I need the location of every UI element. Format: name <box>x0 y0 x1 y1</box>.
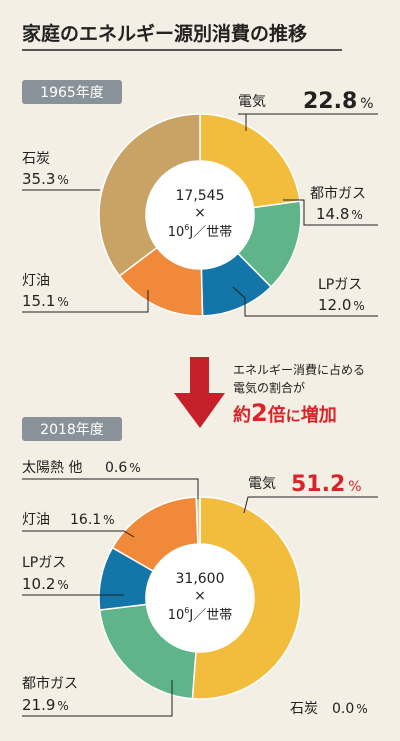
slice-value-kerosene-1965: 15.1% <box>22 292 69 310</box>
arrow-text-c: 倍 <box>268 404 286 426</box>
slice-value-electricity-1965: 22.8% <box>303 89 374 114</box>
slice-value-solar-2018: 0.6% <box>105 460 141 476</box>
slice-pct-electricity-1965: % <box>360 96 373 112</box>
slice-pct-citygas-2018: % <box>57 699 68 713</box>
slice-value-num-solar-2018: 0.6 <box>105 460 127 476</box>
arrow-text-line3: 約2倍に増加 <box>233 399 337 427</box>
slice-name-coal-1965: 石炭 <box>22 151 50 167</box>
slice-value-num-citygas-2018: 21.9 <box>22 696 55 714</box>
year-badge-2018 <box>22 417 122 441</box>
slice-value-num-citygas-1965: 14.8 <box>316 205 349 223</box>
slice-pct-kerosene-1965: % <box>57 295 68 309</box>
slice-value-kerosene-2018: 16.1% <box>70 512 115 528</box>
slice-value-num-kerosene-1965: 15.1 <box>22 292 55 310</box>
slice-name-kerosene-2018: 灯油 <box>22 512 50 528</box>
arrow-text-line1: エネルギー消費に占める <box>233 362 365 377</box>
slice-pct-solar-2018: % <box>129 461 140 475</box>
unit-rest-2018: J／世帯 <box>188 608 232 623</box>
unit-rest-1965: J／世帯 <box>188 225 232 240</box>
slice-value-coal-1965: 35.3% <box>22 170 69 188</box>
leader-kerosene-2018 <box>22 530 135 538</box>
center-value-2018: 31,600 <box>176 571 225 587</box>
slice-name-coal-2018: 石炭 <box>290 701 318 717</box>
leader-kerosene-1965 <box>22 290 149 313</box>
slice-name-lpgas-2018: LPガス <box>22 555 66 571</box>
year-badge-1965 <box>22 80 122 104</box>
slice-value-lpgas-2018: 10.2% <box>22 575 69 593</box>
donut-chart-2018 <box>98 496 302 700</box>
arrow-text-e: 増加 <box>301 404 337 426</box>
slice-value-num-electricity-1965: 22.8 <box>303 89 357 114</box>
center-unit-1965: 106J／世帯 <box>168 223 232 240</box>
slice-value-coal-2018: 0.0% <box>332 701 368 717</box>
slice-name-citygas-1965: 都市ガス <box>310 185 366 202</box>
slice-value-num-kerosene-2018: 16.1 <box>70 512 101 528</box>
slice-value-citygas-1965: 14.8% <box>316 205 363 223</box>
slice-value-num-coal-2018: 0.0 <box>332 701 354 717</box>
unit-exp-2018: 6 <box>184 606 189 615</box>
leader-lpgas-1965 <box>232 286 378 317</box>
slice-name-solar-2018: 太陽熱 他 <box>22 460 82 476</box>
leader-solar-2018 <box>22 478 199 499</box>
slice-name-electricity-2018: 電気 <box>248 476 276 492</box>
year-label-1965: 1965年度 <box>40 85 104 101</box>
page-title: 家庭のエネルギー源別消費の推移 <box>22 22 307 45</box>
slice-pct-coal-2018: % <box>356 702 367 716</box>
unit-base-2018: 10 <box>168 608 185 623</box>
leader-citygas-2018 <box>22 680 173 717</box>
slice-pct-lpgas-1965: % <box>353 299 364 313</box>
donut-hole-1965 <box>146 161 254 269</box>
slice-value-num-coal-1965: 35.3 <box>22 170 55 188</box>
slice-name-lpgas-1965: LPガス <box>318 277 362 293</box>
slice-pct-coal-1965: % <box>57 173 68 187</box>
center-unit-2018: 106J／世帯 <box>168 606 232 623</box>
slice-pct-citygas-1965: % <box>351 208 362 222</box>
arrow-text-d: に <box>286 407 301 425</box>
slice-pct-kerosene-2018: % <box>103 513 114 527</box>
center-value-1965: 17,545 <box>176 188 225 204</box>
slice-pct-electricity-2018: % <box>348 479 361 495</box>
unit-exp-1965: 6 <box>184 223 189 232</box>
center-times-2018: × <box>194 588 206 604</box>
arrow-text-a: 約 <box>233 404 251 426</box>
year-label-2018: 2018年度 <box>40 422 104 438</box>
arrow-text-line2: 電気の割合が <box>233 380 305 395</box>
donut-hole-2018 <box>146 544 254 652</box>
arrow-text-b: 2 <box>251 399 268 427</box>
slice-value-citygas-2018: 21.9% <box>22 696 69 714</box>
slice-name-kerosene-1965: 灯油 <box>22 273 50 289</box>
leader-electricity-2018 <box>243 496 378 514</box>
center-times-1965: × <box>194 205 206 221</box>
down-arrow-icon <box>174 393 225 428</box>
slice-value-electricity-2018: 51.2% <box>291 472 362 497</box>
slice-value-num-lpgas-2018: 10.2 <box>22 575 55 593</box>
slice-value-num-lpgas-1965: 12.0 <box>318 296 351 314</box>
slice-value-num-electricity-2018: 51.2 <box>291 472 345 497</box>
arrow-shaft <box>190 357 209 397</box>
unit-base-1965: 10 <box>168 225 185 240</box>
donut-chart-1965 <box>98 113 302 317</box>
slice-pct-lpgas-2018: % <box>57 578 68 592</box>
slice-name-electricity-1965: 電気 <box>238 94 266 110</box>
leader-citygas-1965 <box>283 199 378 226</box>
slice-value-lpgas-1965: 12.0% <box>318 296 365 314</box>
slice-name-citygas-2018: 都市ガス <box>22 675 78 692</box>
